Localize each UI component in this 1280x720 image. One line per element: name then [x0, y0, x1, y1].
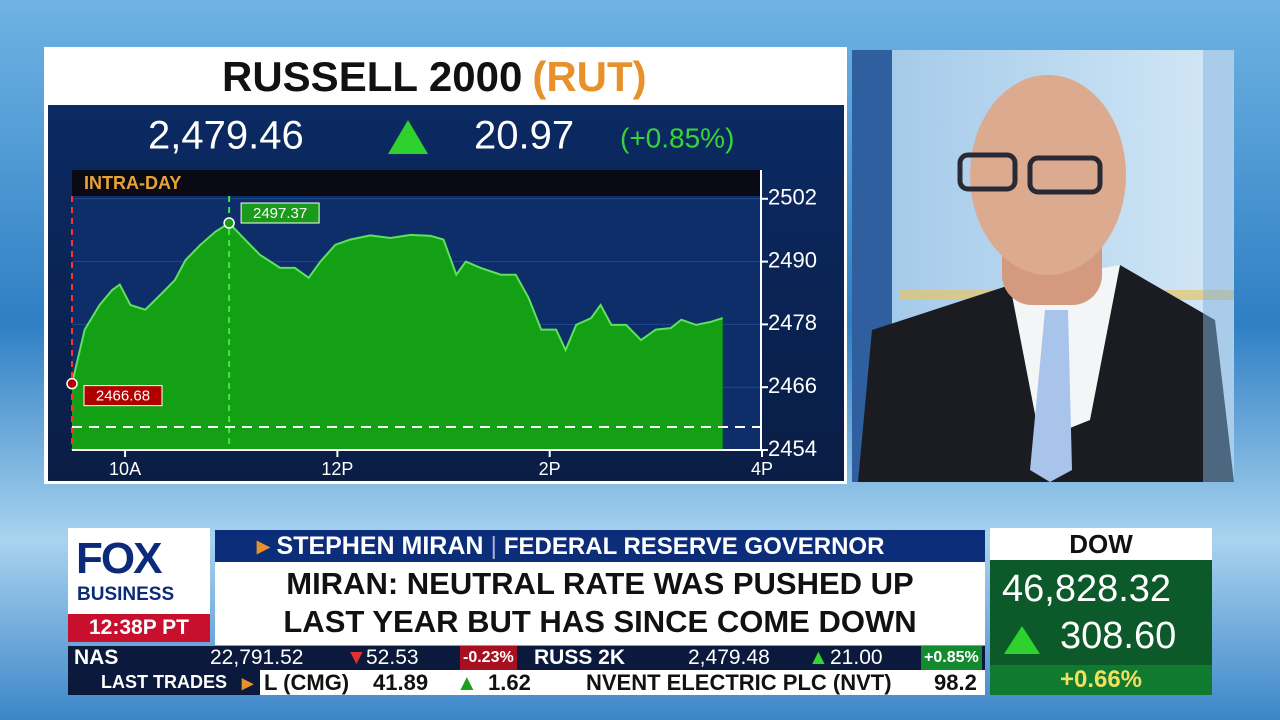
ticker-price: 2,479.48: [688, 646, 770, 669]
x-tick-label: 4P: [751, 459, 773, 479]
studio-edge: [1203, 50, 1234, 482]
y-tick-label: 2478: [768, 310, 817, 335]
ticker-change: 1.62: [488, 670, 531, 695]
y-tick-label: 2490: [768, 247, 817, 272]
ticker-symbol: L (CMG): [264, 670, 349, 695]
headline-line: LAST YEAR BUT HAS SINCE COME DOWN: [283, 604, 917, 639]
tie: [1030, 310, 1072, 482]
annotation-marker: [223, 217, 235, 229]
ticker-price: 98.2: [934, 670, 977, 695]
ticker-symbol: NAS: [74, 646, 119, 669]
index-box: DOW 46,828.32 308.60 +0.66%: [990, 528, 1212, 695]
headline: MIRAN: NEUTRAL RATE WAS PUSHED UP LAST Y…: [215, 562, 985, 645]
ticker-pct: +0.85%: [921, 646, 982, 670]
price: 2,479.46: [148, 114, 304, 158]
logo-sub: BUSINESS: [77, 584, 175, 605]
logo: FOX: [76, 534, 162, 583]
panel-label-bar: [72, 170, 760, 196]
ticker-label: LAST TRADES: [68, 670, 260, 695]
y-tick-label: 2454: [768, 436, 817, 461]
annotation-label: 2497.37: [253, 205, 307, 222]
line: [71, 221, 724, 384]
area: [72, 223, 723, 450]
panel-label: INTRA-DAY: [84, 173, 181, 193]
name-bar: ▸ STEPHEN MIRAN | FEDERAL RESERVE GOVERN…: [215, 530, 985, 562]
ticker-change: 52.53: [366, 646, 419, 669]
index-price: 46,828.32: [1002, 568, 1172, 610]
ticker-price: 41.89: [373, 670, 429, 695]
symbol-text: (RUT): [532, 53, 646, 100]
index-pct: +0.66%: [990, 665, 1212, 695]
title-text: RUSSELL 2000: [222, 53, 522, 100]
annotation-marker: [66, 377, 78, 390]
annotation-box: [83, 385, 163, 407]
guest-name: STEPHEN MIRAN: [276, 532, 484, 560]
headline-line: MIRAN: NEUTRAL RATE WAS PUSHED UP: [286, 566, 914, 601]
x-tick-label: 2P: [539, 459, 561, 479]
change-pct: (+0.85%): [620, 122, 734, 153]
ticker-symbol: NVENT ELECTRIC PLC (NVT): [586, 670, 892, 695]
ticker-change: 21.00: [830, 646, 883, 669]
ticker-row: NAS 22,791.52 ▼ 52.53 -0.23% RUSS 2K 2,4…: [68, 646, 985, 670]
index-change: 308.60: [1060, 615, 1177, 657]
annotation-label: 2466.68: [96, 388, 150, 405]
ticks: 2454 2466 2478 2490 2502 10A 12P 2P 4P: [109, 185, 817, 479]
up-arrow: [388, 120, 428, 154]
head: [970, 75, 1126, 275]
ticker-price: 22,791.52: [210, 646, 304, 669]
ticker-row: LAST TRADES ▸ L (CMG) 41.89 ▲ 1.62 NVENT…: [68, 670, 985, 695]
change: 20.97: [474, 114, 574, 158]
up-arrow: [1004, 626, 1040, 654]
logo-box: FOX BUSINESS 12:38P PT: [68, 528, 210, 642]
ticker-symbol-text: L (CMG): [264, 670, 350, 695]
glasses-left: [957, 152, 1018, 192]
guest-role: FEDERAL RESERVE GOVERNOR: [503, 533, 885, 560]
clock: 12:38P PT: [68, 614, 210, 642]
glasses-right: [1027, 155, 1103, 195]
x-tick-label: 12P: [321, 459, 353, 479]
ticker-pct: -0.23%: [460, 646, 517, 670]
annotation-box: [240, 202, 320, 224]
index-name: DOW: [990, 528, 1212, 560]
y-tick-label: 2502: [768, 185, 817, 210]
ticker-symbol: RUSS 2K: [534, 646, 626, 669]
x-tick-label: 10A: [109, 459, 141, 479]
chart-title: RUSSELL 2000 (RUT): [222, 53, 647, 100]
y-tick-label: 2466: [768, 373, 817, 398]
